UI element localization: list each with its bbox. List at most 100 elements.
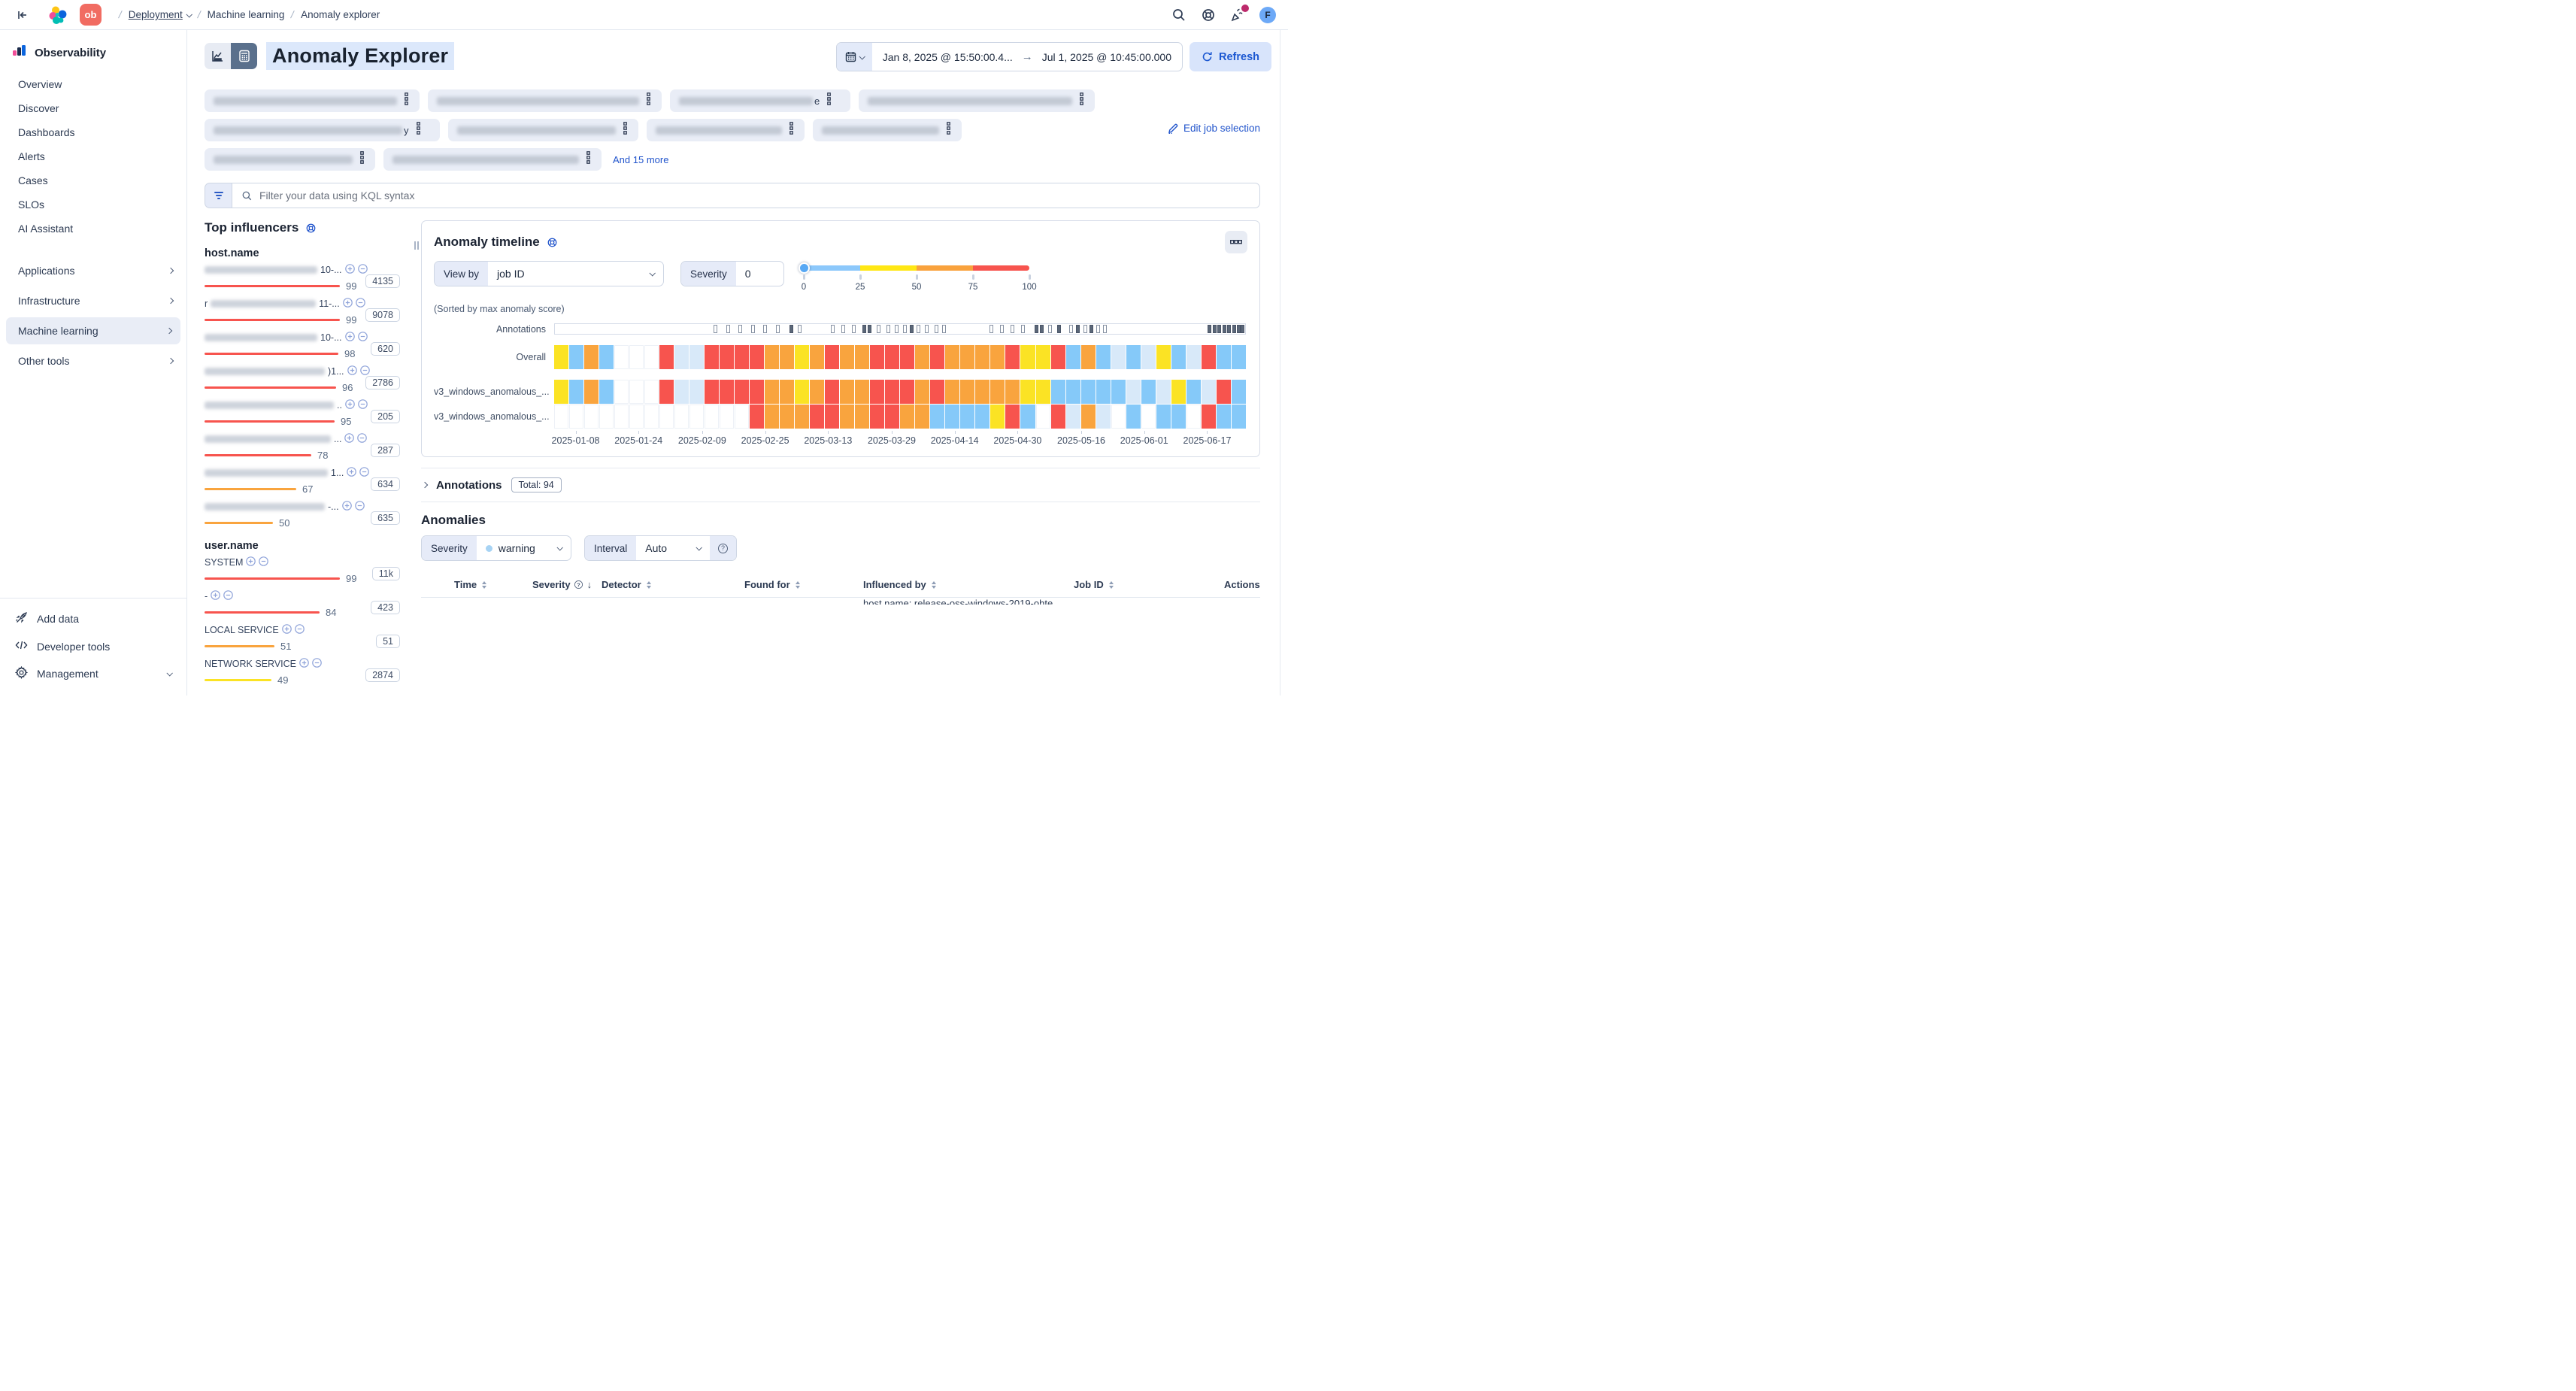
annotation-marker[interactable] bbox=[1217, 325, 1222, 333]
help-ring-icon[interactable] bbox=[305, 223, 317, 234]
swimlane-cell[interactable] bbox=[735, 405, 750, 429]
job-chip-menu-button[interactable] bbox=[360, 151, 364, 168]
kql-search-input[interactable] bbox=[259, 189, 1250, 202]
swimlane-cell[interactable] bbox=[825, 345, 840, 369]
swimlane-cell[interactable] bbox=[795, 345, 810, 369]
swimlane-cell[interactable] bbox=[554, 405, 569, 429]
swimlane-cell[interactable] bbox=[1216, 345, 1231, 369]
swimlane-cell[interactable] bbox=[629, 345, 644, 369]
swimlane-cell[interactable] bbox=[674, 345, 689, 369]
swimlane-cell[interactable] bbox=[1111, 405, 1126, 429]
sidebar-item-overview[interactable]: Overview bbox=[18, 78, 62, 90]
panel-resize-handle[interactable] bbox=[414, 241, 419, 250]
add-filter-icon-wrap[interactable] bbox=[345, 399, 355, 411]
annotation-marker[interactable] bbox=[798, 325, 802, 333]
refresh-button[interactable]: Refresh bbox=[1190, 42, 1271, 71]
swimlane-cell[interactable] bbox=[1005, 380, 1020, 404]
sidebar-footer-developer-tools[interactable]: Developer tools bbox=[0, 633, 186, 659]
swimlane-cell[interactable] bbox=[945, 380, 960, 404]
swimlane-cell[interactable] bbox=[900, 380, 915, 404]
annotation-marker[interactable] bbox=[886, 325, 890, 333]
swimlane-cell[interactable] bbox=[705, 405, 720, 429]
annotation-marker[interactable] bbox=[1076, 325, 1080, 333]
interval-select[interactable]: Interval Auto ? bbox=[584, 535, 737, 561]
swimlane-cell[interactable] bbox=[945, 345, 960, 369]
add-filter-icon[interactable] bbox=[347, 466, 357, 477]
annotation-marker[interactable] bbox=[789, 325, 794, 333]
swimlane-cell[interactable] bbox=[1141, 405, 1156, 429]
swimlane-cell[interactable] bbox=[674, 380, 689, 404]
add-filter-icon-wrap[interactable] bbox=[342, 297, 353, 310]
swimlane-cell[interactable] bbox=[569, 405, 584, 429]
swimlane-cell[interactable] bbox=[614, 380, 629, 404]
swimlane-cell[interactable] bbox=[1020, 345, 1035, 369]
slider-handle[interactable] bbox=[799, 262, 810, 274]
swimlane-cell[interactable] bbox=[1186, 405, 1201, 429]
swimlane-cell[interactable] bbox=[584, 380, 599, 404]
swimlane-cell[interactable] bbox=[765, 345, 780, 369]
swimlane-cell[interactable] bbox=[750, 405, 765, 429]
swimlane-cell[interactable] bbox=[1080, 345, 1096, 369]
remove-filter-icon-wrap[interactable] bbox=[223, 589, 233, 602]
swimlane-cell[interactable] bbox=[1171, 345, 1186, 369]
swimlane-cell[interactable] bbox=[1216, 380, 1231, 404]
remove-filter-icon-wrap[interactable] bbox=[294, 623, 305, 636]
swimlane-cell[interactable] bbox=[1035, 380, 1050, 404]
swimlane-cell[interactable] bbox=[735, 345, 750, 369]
remove-filter-icon-wrap[interactable] bbox=[312, 657, 322, 670]
swimlane-cell[interactable] bbox=[1096, 380, 1111, 404]
annotation-marker[interactable] bbox=[763, 325, 768, 333]
swimlane-cell[interactable] bbox=[1186, 345, 1201, 369]
swimlane-cell[interactable] bbox=[1186, 380, 1201, 404]
swimlane-cell[interactable] bbox=[1126, 345, 1141, 369]
swimlane-cell[interactable] bbox=[689, 380, 705, 404]
severity-threshold-input[interactable] bbox=[744, 268, 783, 280]
swimlane-cell[interactable] bbox=[780, 345, 795, 369]
job-chip-menu-button[interactable] bbox=[827, 92, 832, 109]
swimlane-cell[interactable] bbox=[1020, 380, 1035, 404]
swimlane-cell[interactable] bbox=[659, 380, 674, 404]
annotation-marker[interactable] bbox=[738, 325, 743, 333]
swimlane-cell[interactable] bbox=[765, 380, 780, 404]
anomalies-severity-select[interactable]: Severity warning bbox=[421, 535, 571, 561]
swimlane-cell[interactable] bbox=[1201, 405, 1216, 429]
remove-filter-icon[interactable] bbox=[357, 263, 368, 274]
swimlane-cell[interactable] bbox=[750, 380, 765, 404]
job-chip-menu-button[interactable] bbox=[789, 122, 793, 138]
swimlane-cell[interactable] bbox=[975, 380, 990, 404]
swimlane-cell[interactable] bbox=[735, 380, 750, 404]
job-chip[interactable] bbox=[647, 119, 805, 141]
remove-filter-icon[interactable] bbox=[359, 466, 370, 477]
swimlane-cell[interactable] bbox=[1111, 380, 1126, 404]
column-header-severity[interactable]: Severity? ↓ bbox=[532, 579, 602, 590]
job-chip[interactable] bbox=[205, 148, 375, 171]
annotation-marker[interactable] bbox=[1232, 325, 1236, 333]
swimlane-cell[interactable] bbox=[840, 345, 855, 369]
job-chip[interactable] bbox=[205, 89, 420, 112]
annotation-marker[interactable] bbox=[862, 325, 866, 333]
add-filter-icon[interactable] bbox=[281, 623, 292, 634]
swimlane-cell[interactable] bbox=[930, 405, 945, 429]
remove-filter-icon[interactable] bbox=[357, 331, 368, 341]
help-icon[interactable] bbox=[1201, 8, 1216, 23]
annotation-marker[interactable] bbox=[1227, 325, 1232, 333]
annotation-marker[interactable] bbox=[1222, 325, 1226, 333]
avatar[interactable]: F bbox=[1259, 6, 1276, 23]
swimlane-cell[interactable] bbox=[1096, 405, 1111, 429]
swimlane-cell[interactable] bbox=[930, 345, 945, 369]
swimlane-cell[interactable] bbox=[870, 345, 885, 369]
news-icon[interactable] bbox=[1230, 4, 1249, 23]
annotation-marker[interactable] bbox=[1020, 325, 1025, 333]
collapse-nav-icon[interactable] bbox=[14, 6, 32, 24]
annotation-marker[interactable] bbox=[1010, 325, 1014, 333]
column-header-time[interactable]: Time bbox=[454, 579, 532, 590]
swimlane-cell[interactable] bbox=[584, 405, 599, 429]
annotations-strip[interactable] bbox=[554, 323, 1246, 335]
remove-filter-icon-wrap[interactable] bbox=[357, 331, 368, 344]
add-filter-icon-wrap[interactable] bbox=[211, 589, 220, 602]
swimlane-cell[interactable] bbox=[569, 380, 584, 404]
annotation-marker[interactable] bbox=[1040, 325, 1044, 333]
swimlane-cell[interactable] bbox=[810, 380, 825, 404]
swimlane-cell[interactable] bbox=[584, 345, 599, 369]
swimlane-cell[interactable] bbox=[1035, 345, 1050, 369]
